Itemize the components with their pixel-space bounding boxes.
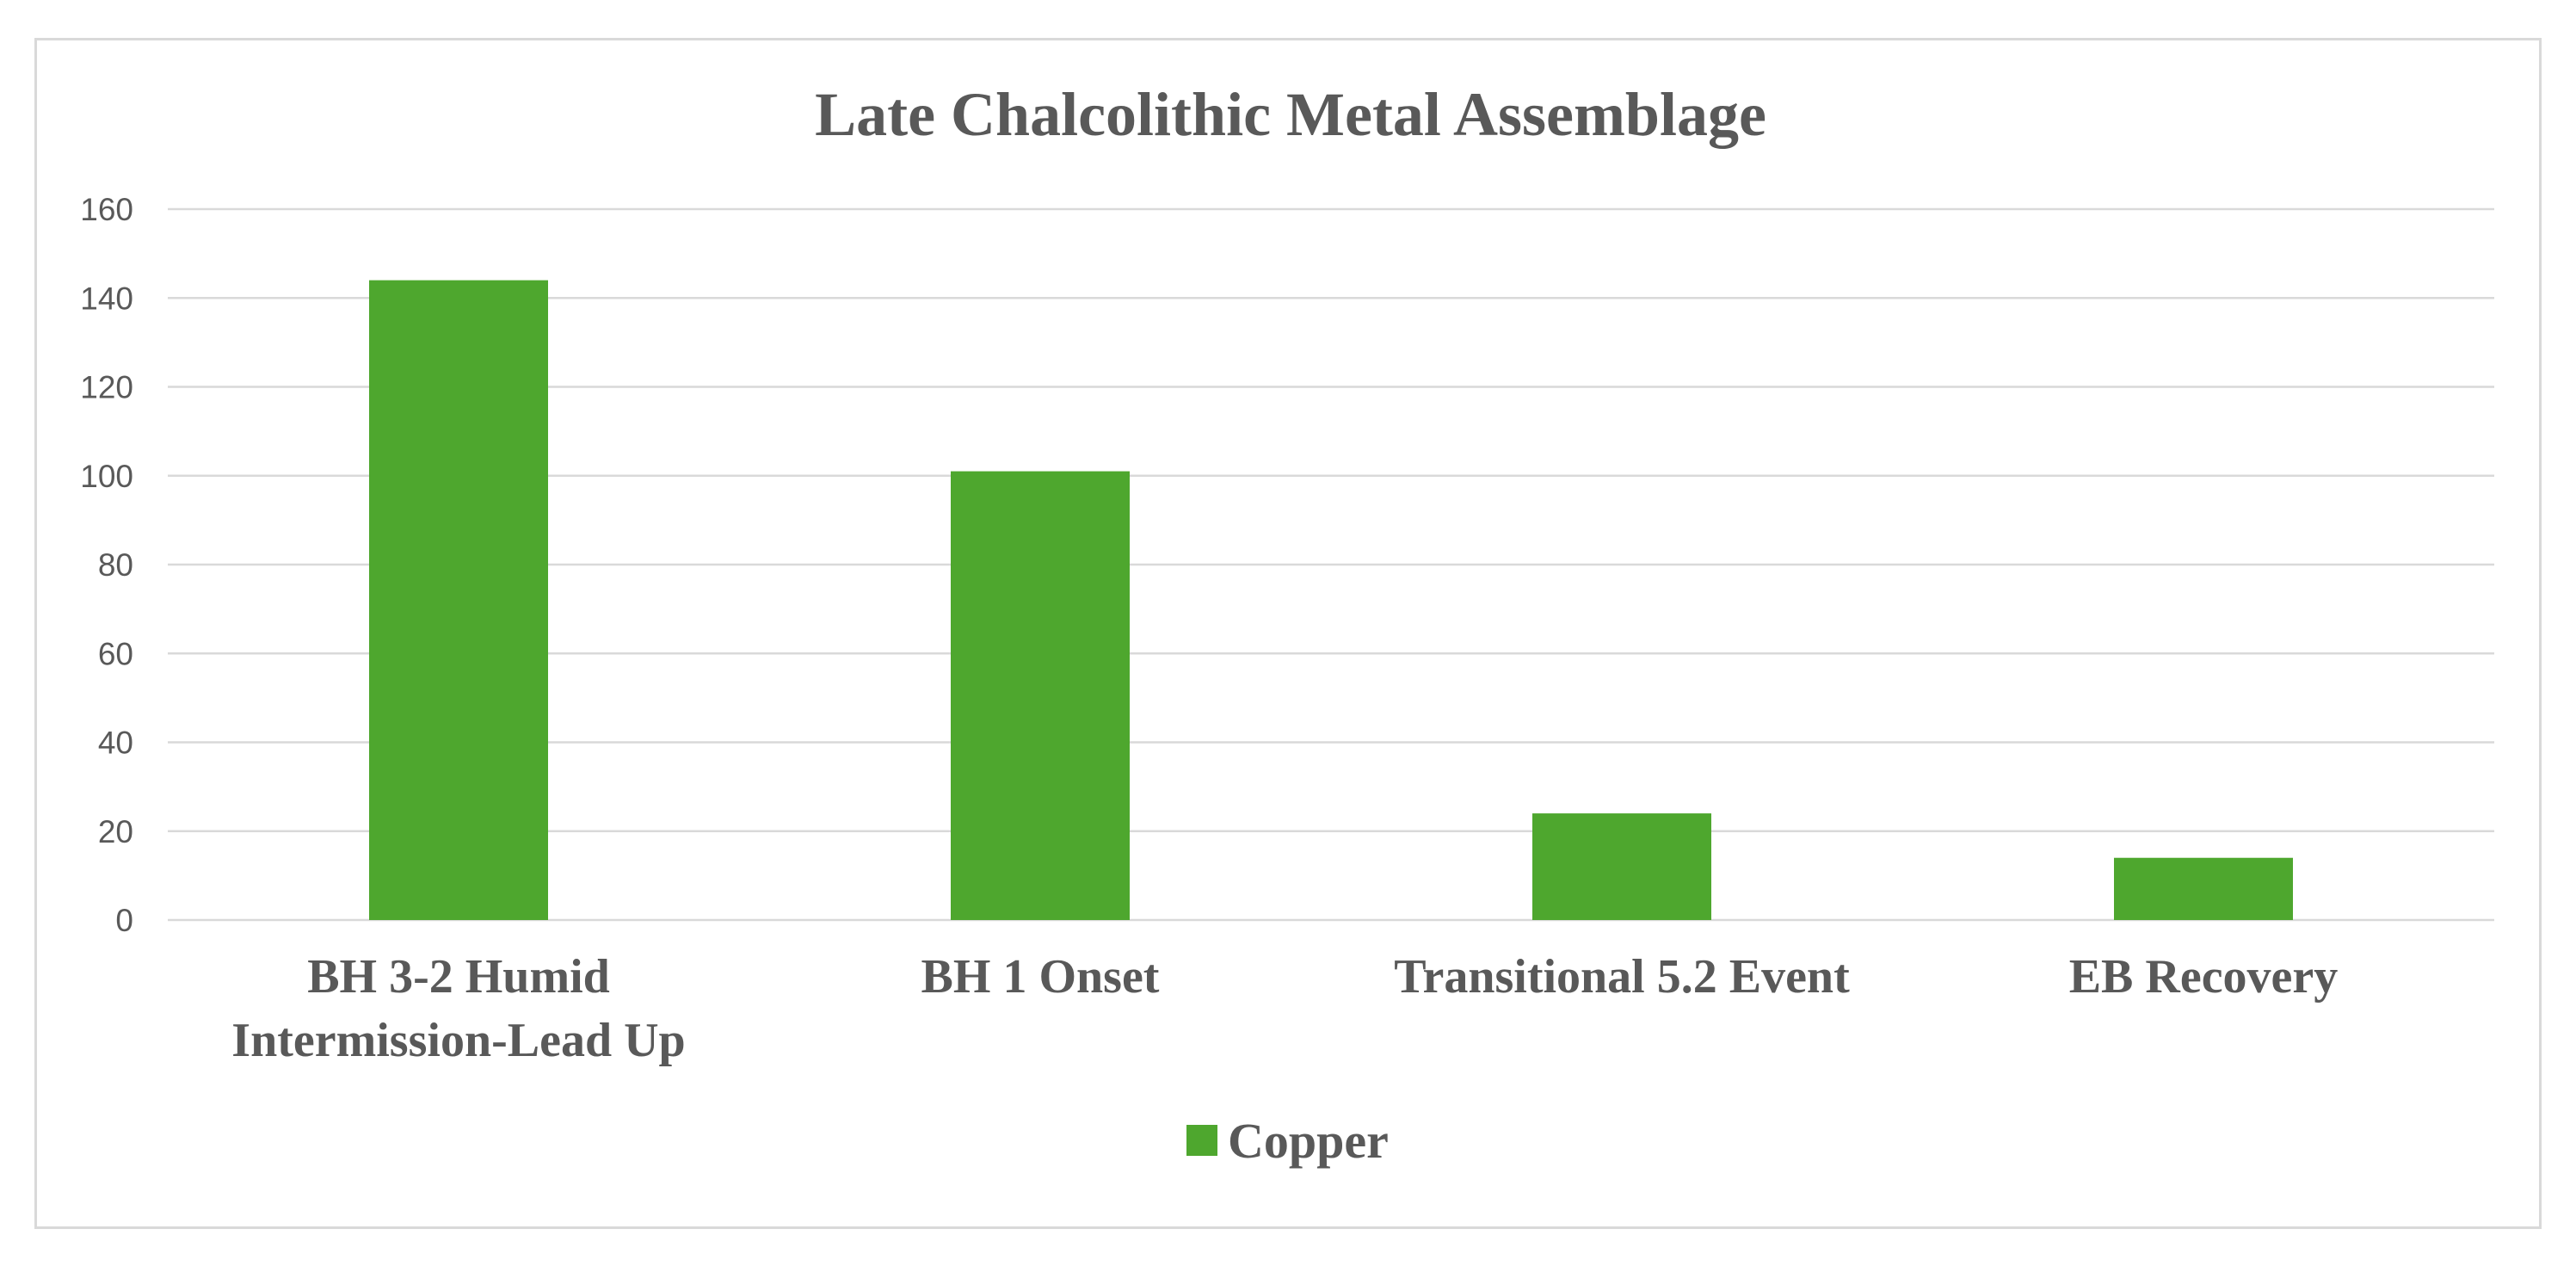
x-category-label: BH 3-2 Humid Intermission-Lead Up — [231, 950, 685, 1067]
y-tick-label: 20 — [98, 814, 133, 849]
y-tick-label: 100 — [80, 459, 133, 494]
x-category-label: BH 1 Onset — [921, 950, 1160, 1004]
legend: Copper — [1186, 1113, 1389, 1169]
y-tick-label: 120 — [80, 370, 133, 405]
x-category-label: EB Recovery — [2069, 950, 2339, 1004]
legend-label: Copper — [1228, 1113, 1389, 1169]
bars — [369, 280, 2293, 921]
bar — [369, 280, 548, 921]
chart-frame: Late Chalcolithic Metal Assemblage 0 20 40… — [34, 38, 2542, 1229]
y-tick-label: 40 — [98, 726, 133, 761]
bar — [2114, 857, 2293, 920]
y-tick-label: 140 — [80, 281, 133, 316]
y-tick-label: 80 — [98, 547, 133, 583]
y-axis-tick-labels: 0 20 40 60 80 100 120 140 160 — [80, 192, 133, 938]
y-tick-label: 60 — [98, 636, 133, 671]
gridlines — [168, 207, 2494, 922]
chart-title: Late Chalcolithic Metal Assemblage — [815, 80, 1766, 149]
legend-swatch — [1186, 1125, 1217, 1156]
bar — [1532, 813, 1711, 920]
y-tick-label: 0 — [115, 903, 133, 938]
x-category-label: Transitional 5.2 Event — [1394, 950, 1850, 1004]
y-tick-label: 160 — [80, 192, 133, 227]
x-axis-category-labels: BH 3-2 Humid Intermission-Lead Up BH 1 Ons… — [231, 950, 2338, 1067]
bar — [951, 471, 1130, 920]
chart-svg: Late Chalcolithic Metal Assemblage 0 20 40… — [80, 80, 2494, 1169]
